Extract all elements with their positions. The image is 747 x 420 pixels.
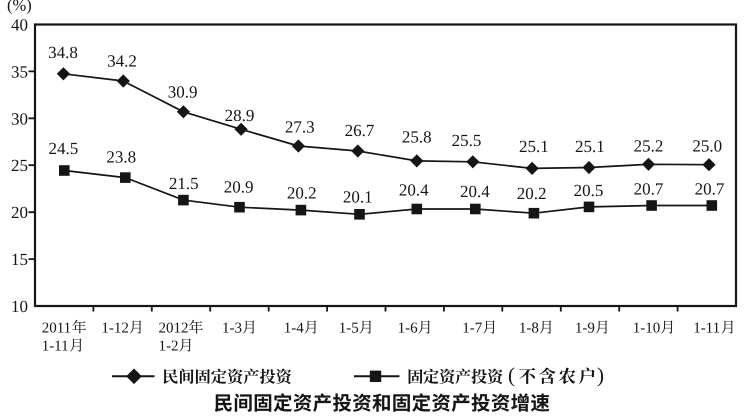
svg-text:1-5: 1-5 — [339, 321, 359, 337]
svg-text:30: 30 — [11, 109, 28, 128]
svg-text:25.0: 25.0 — [692, 137, 722, 156]
svg-text:2011: 2011 — [42, 321, 71, 337]
svg-text:26.7: 26.7 — [345, 121, 375, 140]
svg-text:21.5: 21.5 — [169, 174, 199, 193]
svg-text:20.7: 20.7 — [634, 180, 664, 199]
svg-text:20.1: 20.1 — [343, 188, 373, 207]
svg-text:(%): (%) — [7, 0, 32, 15]
svg-text:1-3: 1-3 — [222, 321, 242, 337]
svg-text:20.4: 20.4 — [399, 181, 429, 200]
svg-text:): ) — [597, 363, 604, 387]
svg-text:1-12: 1-12 — [101, 321, 128, 337]
svg-text:35: 35 — [11, 62, 28, 81]
svg-text:28.9: 28.9 — [225, 106, 255, 125]
svg-text:1-10: 1-10 — [633, 321, 661, 337]
svg-text:1-2: 1-2 — [159, 339, 179, 355]
svg-text:1-6: 1-6 — [398, 321, 418, 337]
svg-text:25: 25 — [11, 156, 28, 175]
svg-text:2012: 2012 — [159, 321, 189, 337]
svg-text:1-7: 1-7 — [462, 321, 482, 337]
svg-text:20.9: 20.9 — [224, 178, 254, 197]
svg-text:20.5: 20.5 — [574, 181, 604, 200]
svg-text:34.8: 34.8 — [48, 43, 78, 62]
svg-text:1-9: 1-9 — [575, 321, 595, 337]
svg-text:1-4: 1-4 — [284, 321, 304, 337]
svg-text:25.5: 25.5 — [452, 131, 482, 150]
svg-text:34.2: 34.2 — [107, 52, 137, 71]
svg-text:30.9: 30.9 — [168, 83, 198, 102]
svg-text:1-11: 1-11 — [42, 339, 69, 355]
svg-text:10: 10 — [11, 297, 28, 316]
svg-text:25.2: 25.2 — [634, 137, 664, 156]
svg-text:25.8: 25.8 — [402, 128, 432, 147]
svg-text:20.7: 20.7 — [695, 180, 725, 199]
svg-text:27.3: 27.3 — [285, 118, 315, 137]
svg-text:25.1: 25.1 — [519, 137, 549, 156]
svg-text:20.4: 20.4 — [460, 182, 490, 201]
svg-text:1-11: 1-11 — [693, 321, 720, 337]
svg-text:40: 40 — [11, 16, 28, 35]
svg-text:(: ( — [508, 363, 515, 387]
svg-text:25.1: 25.1 — [575, 137, 605, 156]
svg-text:15: 15 — [11, 250, 28, 269]
svg-text:20: 20 — [11, 203, 28, 222]
svg-text:1-8: 1-8 — [519, 321, 539, 337]
svg-text:24.5: 24.5 — [49, 139, 79, 158]
svg-text:20.2: 20.2 — [517, 184, 547, 203]
svg-text:20.2: 20.2 — [287, 183, 317, 202]
svg-text:23.8: 23.8 — [106, 148, 136, 167]
